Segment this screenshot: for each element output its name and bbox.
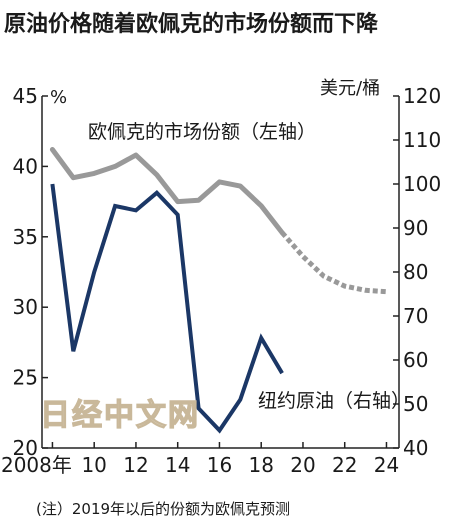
x-tick-label: 24 <box>374 453 399 477</box>
series-line-opec-share-forecast <box>280 230 387 295</box>
x-tick-label: 14 <box>165 453 190 477</box>
right-tick-label: 50 <box>403 392 428 416</box>
series-label-opec-share: 欧佩克的市场份额（左轴） <box>88 121 316 143</box>
right-tick-label: 70 <box>403 304 428 328</box>
right-tick-label: 110 <box>403 128 441 152</box>
left-tick-label: 40 <box>13 154 38 178</box>
left-axis: 20 25 30 35 40 45 <box>13 84 48 460</box>
x-tick-label: 20 <box>290 453 315 477</box>
series-wti-crude <box>50 183 284 434</box>
x-tick-label: 12 <box>123 453 148 477</box>
left-tick-label: 45 <box>13 84 38 108</box>
right-tick-label: 100 <box>403 172 441 196</box>
x-tick-label: 22 <box>332 453 357 477</box>
series-line-wti-crude <box>50 183 284 434</box>
left-tick-label: 25 <box>13 366 38 390</box>
left-tick-label: 30 <box>13 295 38 319</box>
right-tick-label: 90 <box>403 216 428 240</box>
left-axis-unit: % <box>50 87 67 108</box>
right-tick-label: 60 <box>403 348 428 372</box>
right-tick-label: 40 <box>403 436 428 460</box>
series-label-wti-crude: 纽约原油（右轴） <box>258 390 410 412</box>
right-axis: 40 50 60 70 80 90 100 110 120 <box>393 84 441 460</box>
left-tick-label: 20 <box>13 436 38 460</box>
chart-title: 原油价格随着欧佩克的市场份额而下降 <box>4 11 379 37</box>
x-axis: 2008年 10 12 14 16 18 20 22 24 <box>1 442 399 477</box>
right-tick-label: 120 <box>403 84 441 108</box>
x-tick-label: 10 <box>81 453 106 477</box>
left-tick-label: 35 <box>13 225 38 249</box>
right-tick-label: 80 <box>403 260 428 284</box>
x-tick-label: 18 <box>248 453 273 477</box>
watermark-text: 日经中文网 <box>40 398 200 433</box>
right-axis-unit: 美元/桶 <box>320 78 380 99</box>
series-line-opec-share <box>49 147 285 236</box>
x-tick-label: 16 <box>207 453 232 477</box>
chart-note: (注）2019年以后的份额为欧佩克预测 <box>36 500 290 518</box>
x-tick-label: 2008年 <box>1 453 72 477</box>
series-opec-share <box>49 147 387 295</box>
